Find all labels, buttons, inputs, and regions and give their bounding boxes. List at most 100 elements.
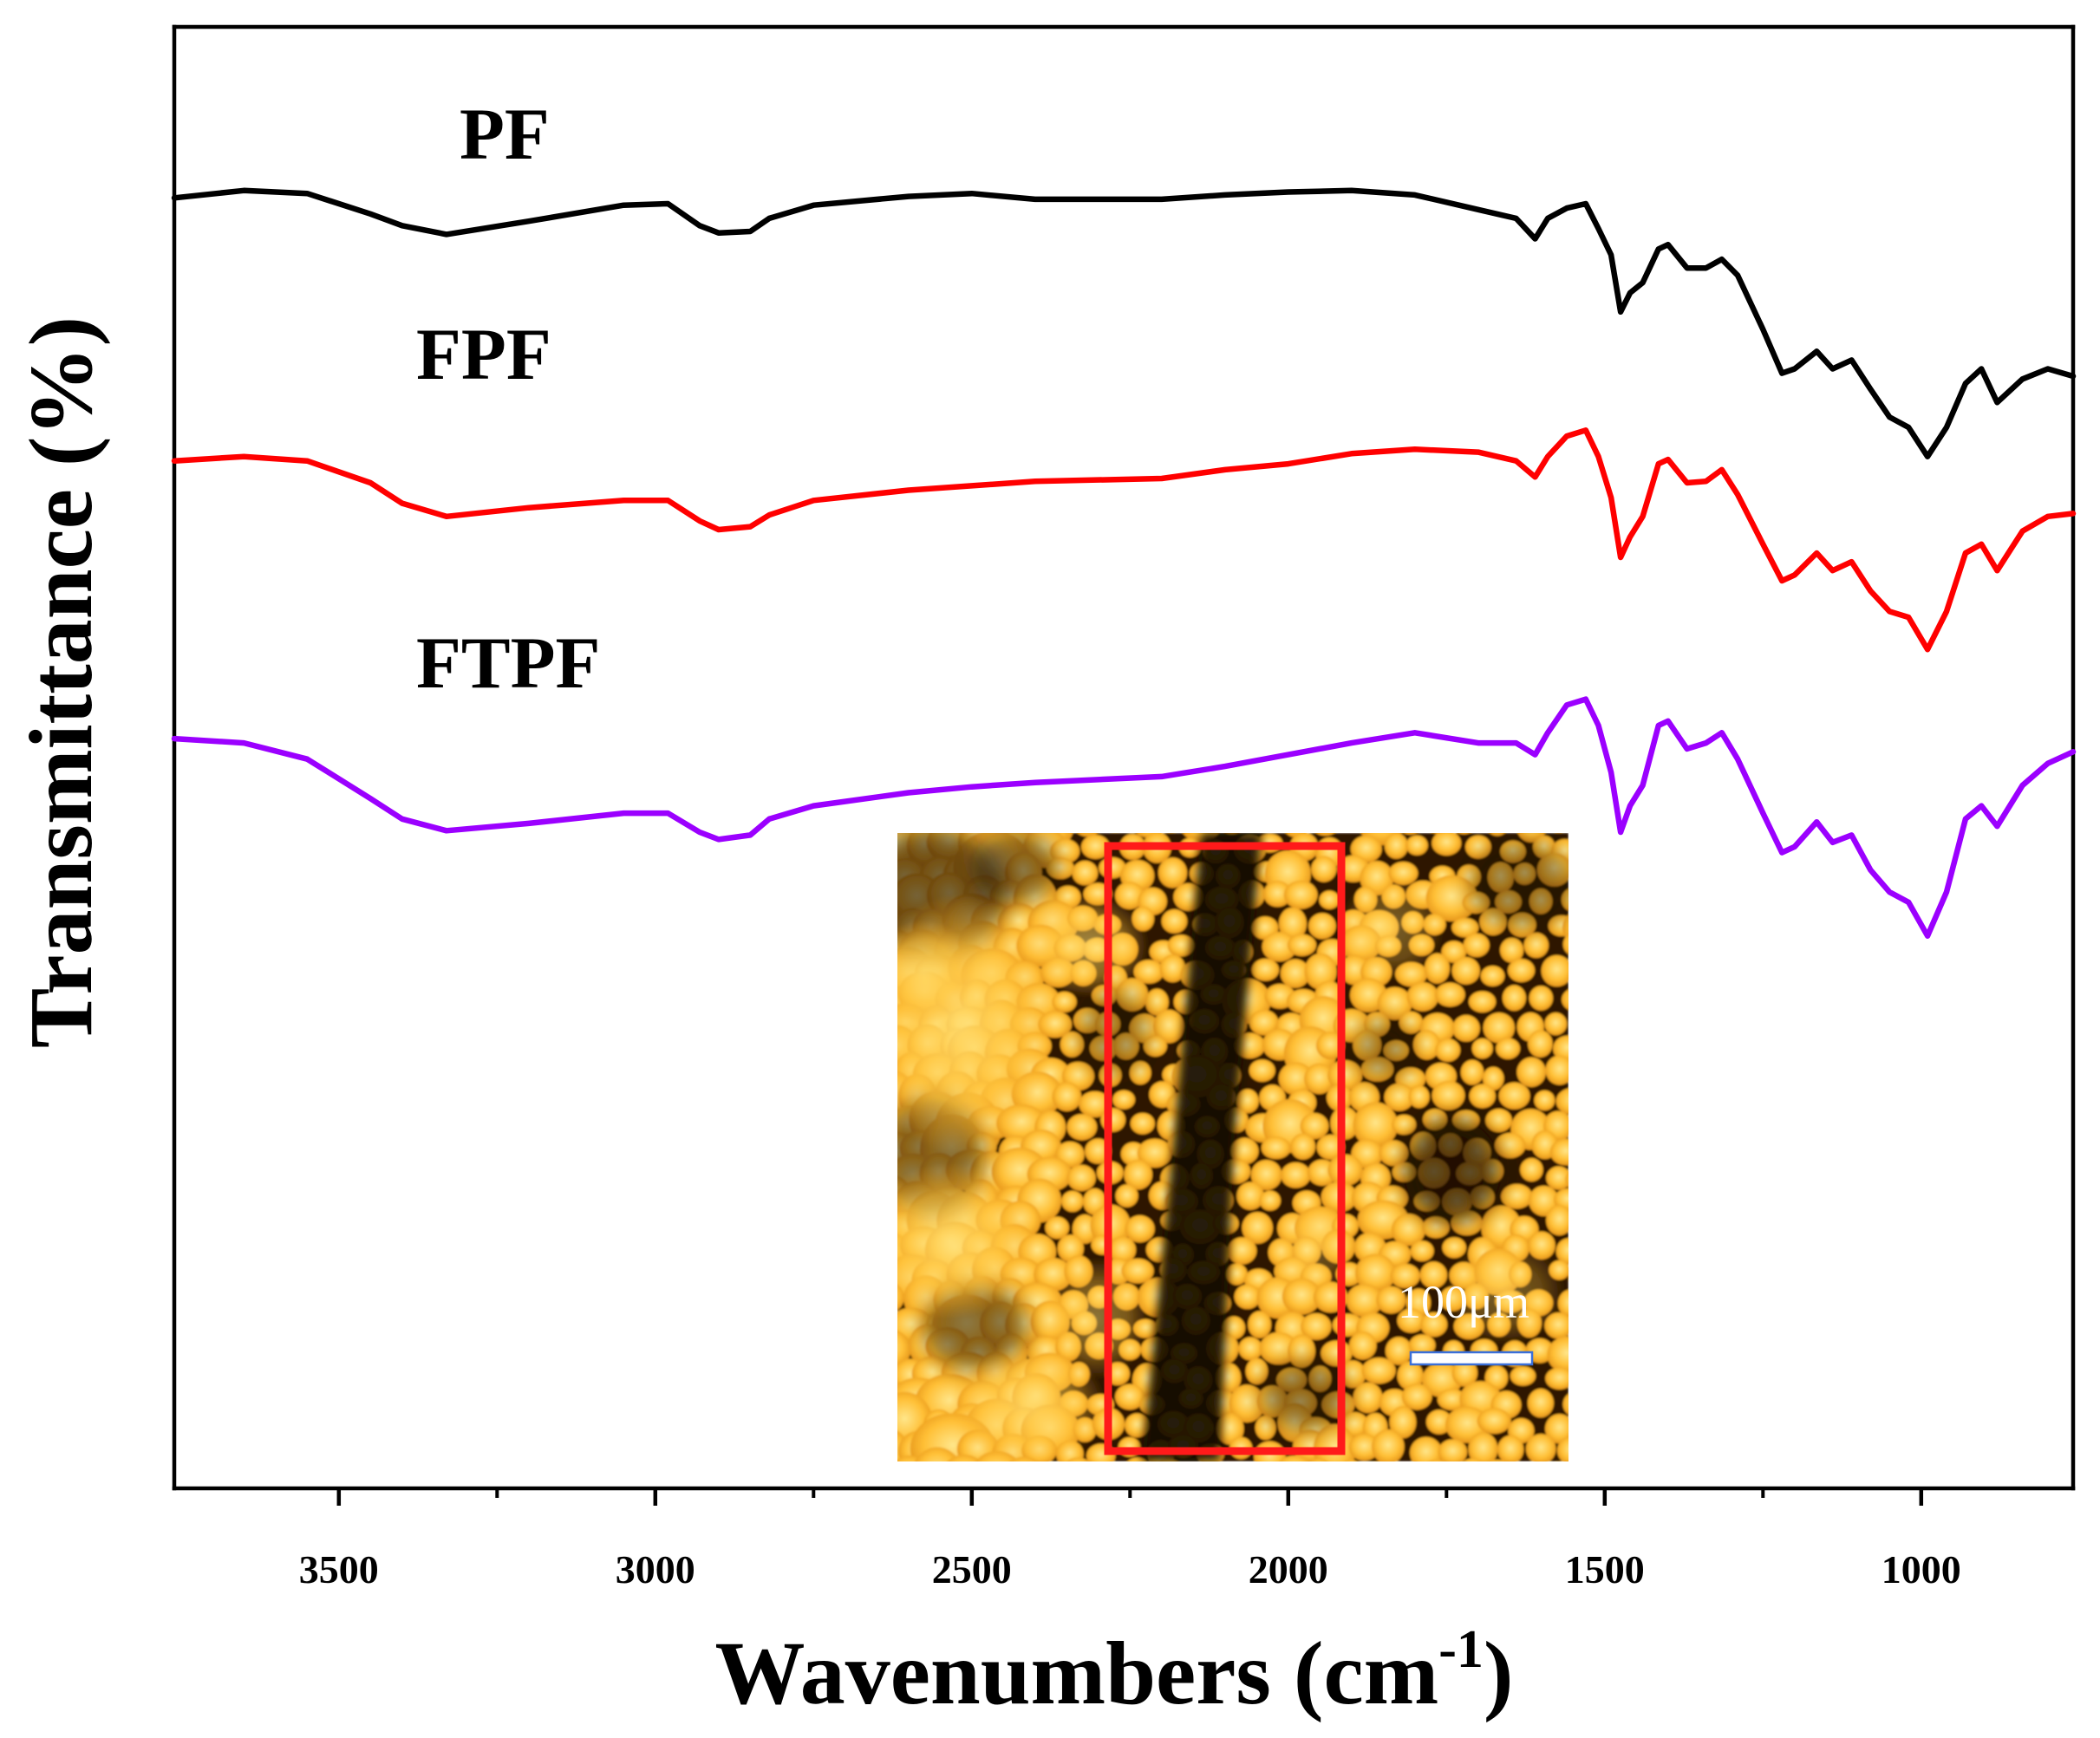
micrograph-cell bbox=[1565, 1171, 1568, 1188]
micrograph-cell bbox=[1569, 961, 1596, 989]
micrograph-cell bbox=[1501, 1183, 1533, 1209]
micrograph-cell bbox=[1288, 1334, 1316, 1368]
micrograph-cell bbox=[1283, 880, 1318, 909]
micrograph-cell bbox=[1523, 932, 1549, 959]
micrograph-cell bbox=[1327, 1154, 1363, 1187]
micrograph-cell bbox=[1577, 1061, 1605, 1088]
micrograph-dark-region bbox=[1470, 842, 1568, 928]
micrograph-vascular-bundle bbox=[1142, 833, 1262, 1461]
micrograph-dark-region bbox=[1353, 1019, 1413, 1080]
micrograph-cell bbox=[1281, 1162, 1311, 1188]
series-labels: PF FPF FTPF bbox=[416, 94, 600, 704]
micrograph-cell bbox=[1534, 1090, 1555, 1111]
micrograph-cell bbox=[1392, 1114, 1417, 1136]
micrograph-cell bbox=[1100, 806, 1130, 832]
micrograph-cell bbox=[1574, 1111, 1604, 1136]
micrograph-cell bbox=[1263, 880, 1292, 908]
micrograph-cell bbox=[1066, 1457, 1090, 1461]
micrograph-cell bbox=[1509, 1466, 1532, 1487]
micrograph-cell bbox=[1544, 1012, 1568, 1036]
micrograph-bright-region bbox=[897, 920, 975, 1024]
x-axis-tick-labels: 3500 3000 2500 2000 1500 1000 bbox=[299, 1547, 1961, 1592]
micrograph-cell bbox=[1384, 1083, 1414, 1111]
micrograph-cell bbox=[1342, 806, 1368, 830]
micrograph-cell bbox=[1477, 1408, 1511, 1435]
micrograph-cell bbox=[1541, 954, 1568, 987]
micrograph-cell bbox=[1225, 1263, 1248, 1286]
micrograph-cell bbox=[1435, 1038, 1461, 1062]
y-axis-label: Transmittance (%) bbox=[11, 316, 111, 1048]
x-axis-ticks bbox=[336, 1488, 1924, 1506]
micrograph-cell bbox=[1227, 1237, 1257, 1265]
micrograph-cell bbox=[1248, 1311, 1272, 1338]
micrograph-cell bbox=[1451, 1358, 1478, 1387]
micrograph-cell bbox=[1545, 1367, 1568, 1390]
micrograph-photo bbox=[897, 805, 1605, 1487]
micrograph-cell bbox=[1153, 1009, 1184, 1044]
micrograph-cell bbox=[1575, 1417, 1601, 1442]
micrograph-cell bbox=[1441, 941, 1467, 963]
plot-frame bbox=[172, 24, 2076, 1491]
micrograph-cell bbox=[1372, 1429, 1405, 1461]
micrograph-cell bbox=[1137, 1138, 1172, 1168]
micrograph-cell bbox=[1242, 1212, 1274, 1244]
micrograph-cell bbox=[1403, 833, 1418, 835]
micrograph-cell bbox=[1553, 1035, 1568, 1062]
highlight-rectangle bbox=[1104, 842, 1346, 1455]
micrograph-cell bbox=[897, 1330, 911, 1369]
x-tick-label: 2000 bbox=[1249, 1547, 1328, 1592]
micrograph-cell bbox=[1158, 1458, 1178, 1461]
micrograph-cell bbox=[1471, 1038, 1493, 1059]
micrograph-cell bbox=[1115, 1184, 1138, 1207]
micrograph-cell bbox=[1507, 959, 1536, 983]
micrograph-cell bbox=[1052, 991, 1077, 1012]
micrograph-cell bbox=[1568, 1259, 1597, 1289]
x-axis-label-suffix: ) bbox=[1484, 1624, 1514, 1723]
micrograph-cell bbox=[1468, 1432, 1498, 1461]
micrograph-cell bbox=[1225, 833, 1239, 835]
x-tick-label: 3000 bbox=[616, 1547, 695, 1592]
micrograph-cell bbox=[1127, 1457, 1148, 1461]
micrograph-cell bbox=[1290, 1133, 1316, 1160]
micrograph-bright-region bbox=[1027, 894, 1149, 998]
micrograph-cell bbox=[1236, 1181, 1265, 1210]
micrograph-cell bbox=[1161, 908, 1188, 934]
micrograph-cell bbox=[1457, 833, 1471, 835]
micrograph-cell bbox=[1079, 1090, 1112, 1118]
micrograph-cell bbox=[1497, 1435, 1524, 1461]
micrograph-cell bbox=[1287, 934, 1317, 957]
micrograph-cell bbox=[1159, 954, 1186, 983]
micrograph-cell bbox=[1130, 1112, 1156, 1135]
micrograph-bright-region bbox=[1340, 876, 1444, 980]
micrograph-cell bbox=[1432, 833, 1462, 856]
series-line-ftpf bbox=[171, 696, 2077, 939]
micrograph-cell bbox=[1158, 806, 1184, 833]
micrograph-cell bbox=[1451, 956, 1480, 985]
micrograph-cell bbox=[1549, 1138, 1568, 1166]
micrograph-cell bbox=[1238, 1337, 1262, 1361]
micrograph-cell bbox=[1579, 1462, 1601, 1487]
scale-bar-label: 100μm bbox=[1398, 1276, 1529, 1328]
micrograph-cell bbox=[1464, 835, 1491, 859]
micrograph-cell bbox=[1230, 1137, 1259, 1165]
micrograph-cell bbox=[1229, 1384, 1265, 1423]
micrograph-cell bbox=[1311, 856, 1337, 882]
micrograph-cell bbox=[1432, 833, 1446, 835]
scale-bar bbox=[1409, 1351, 1534, 1366]
x-tick-label: 3500 bbox=[299, 1547, 379, 1592]
micrograph-cell bbox=[1242, 805, 1272, 831]
micrograph-cell bbox=[1304, 953, 1337, 990]
series-lines bbox=[171, 187, 2077, 939]
micrograph-cell bbox=[1499, 937, 1524, 963]
micrograph-cell bbox=[1432, 1080, 1465, 1110]
micrograph-cell bbox=[1469, 1084, 1496, 1109]
micrograph-cell bbox=[1072, 860, 1099, 886]
micrograph-cell bbox=[1344, 1459, 1358, 1461]
micrograph-cell bbox=[947, 1455, 982, 1461]
micrograph-cell bbox=[1573, 1317, 1601, 1344]
micrograph-cell bbox=[1280, 959, 1310, 988]
micrograph-cell bbox=[1167, 934, 1195, 957]
micrograph-cell bbox=[1348, 1433, 1380, 1461]
